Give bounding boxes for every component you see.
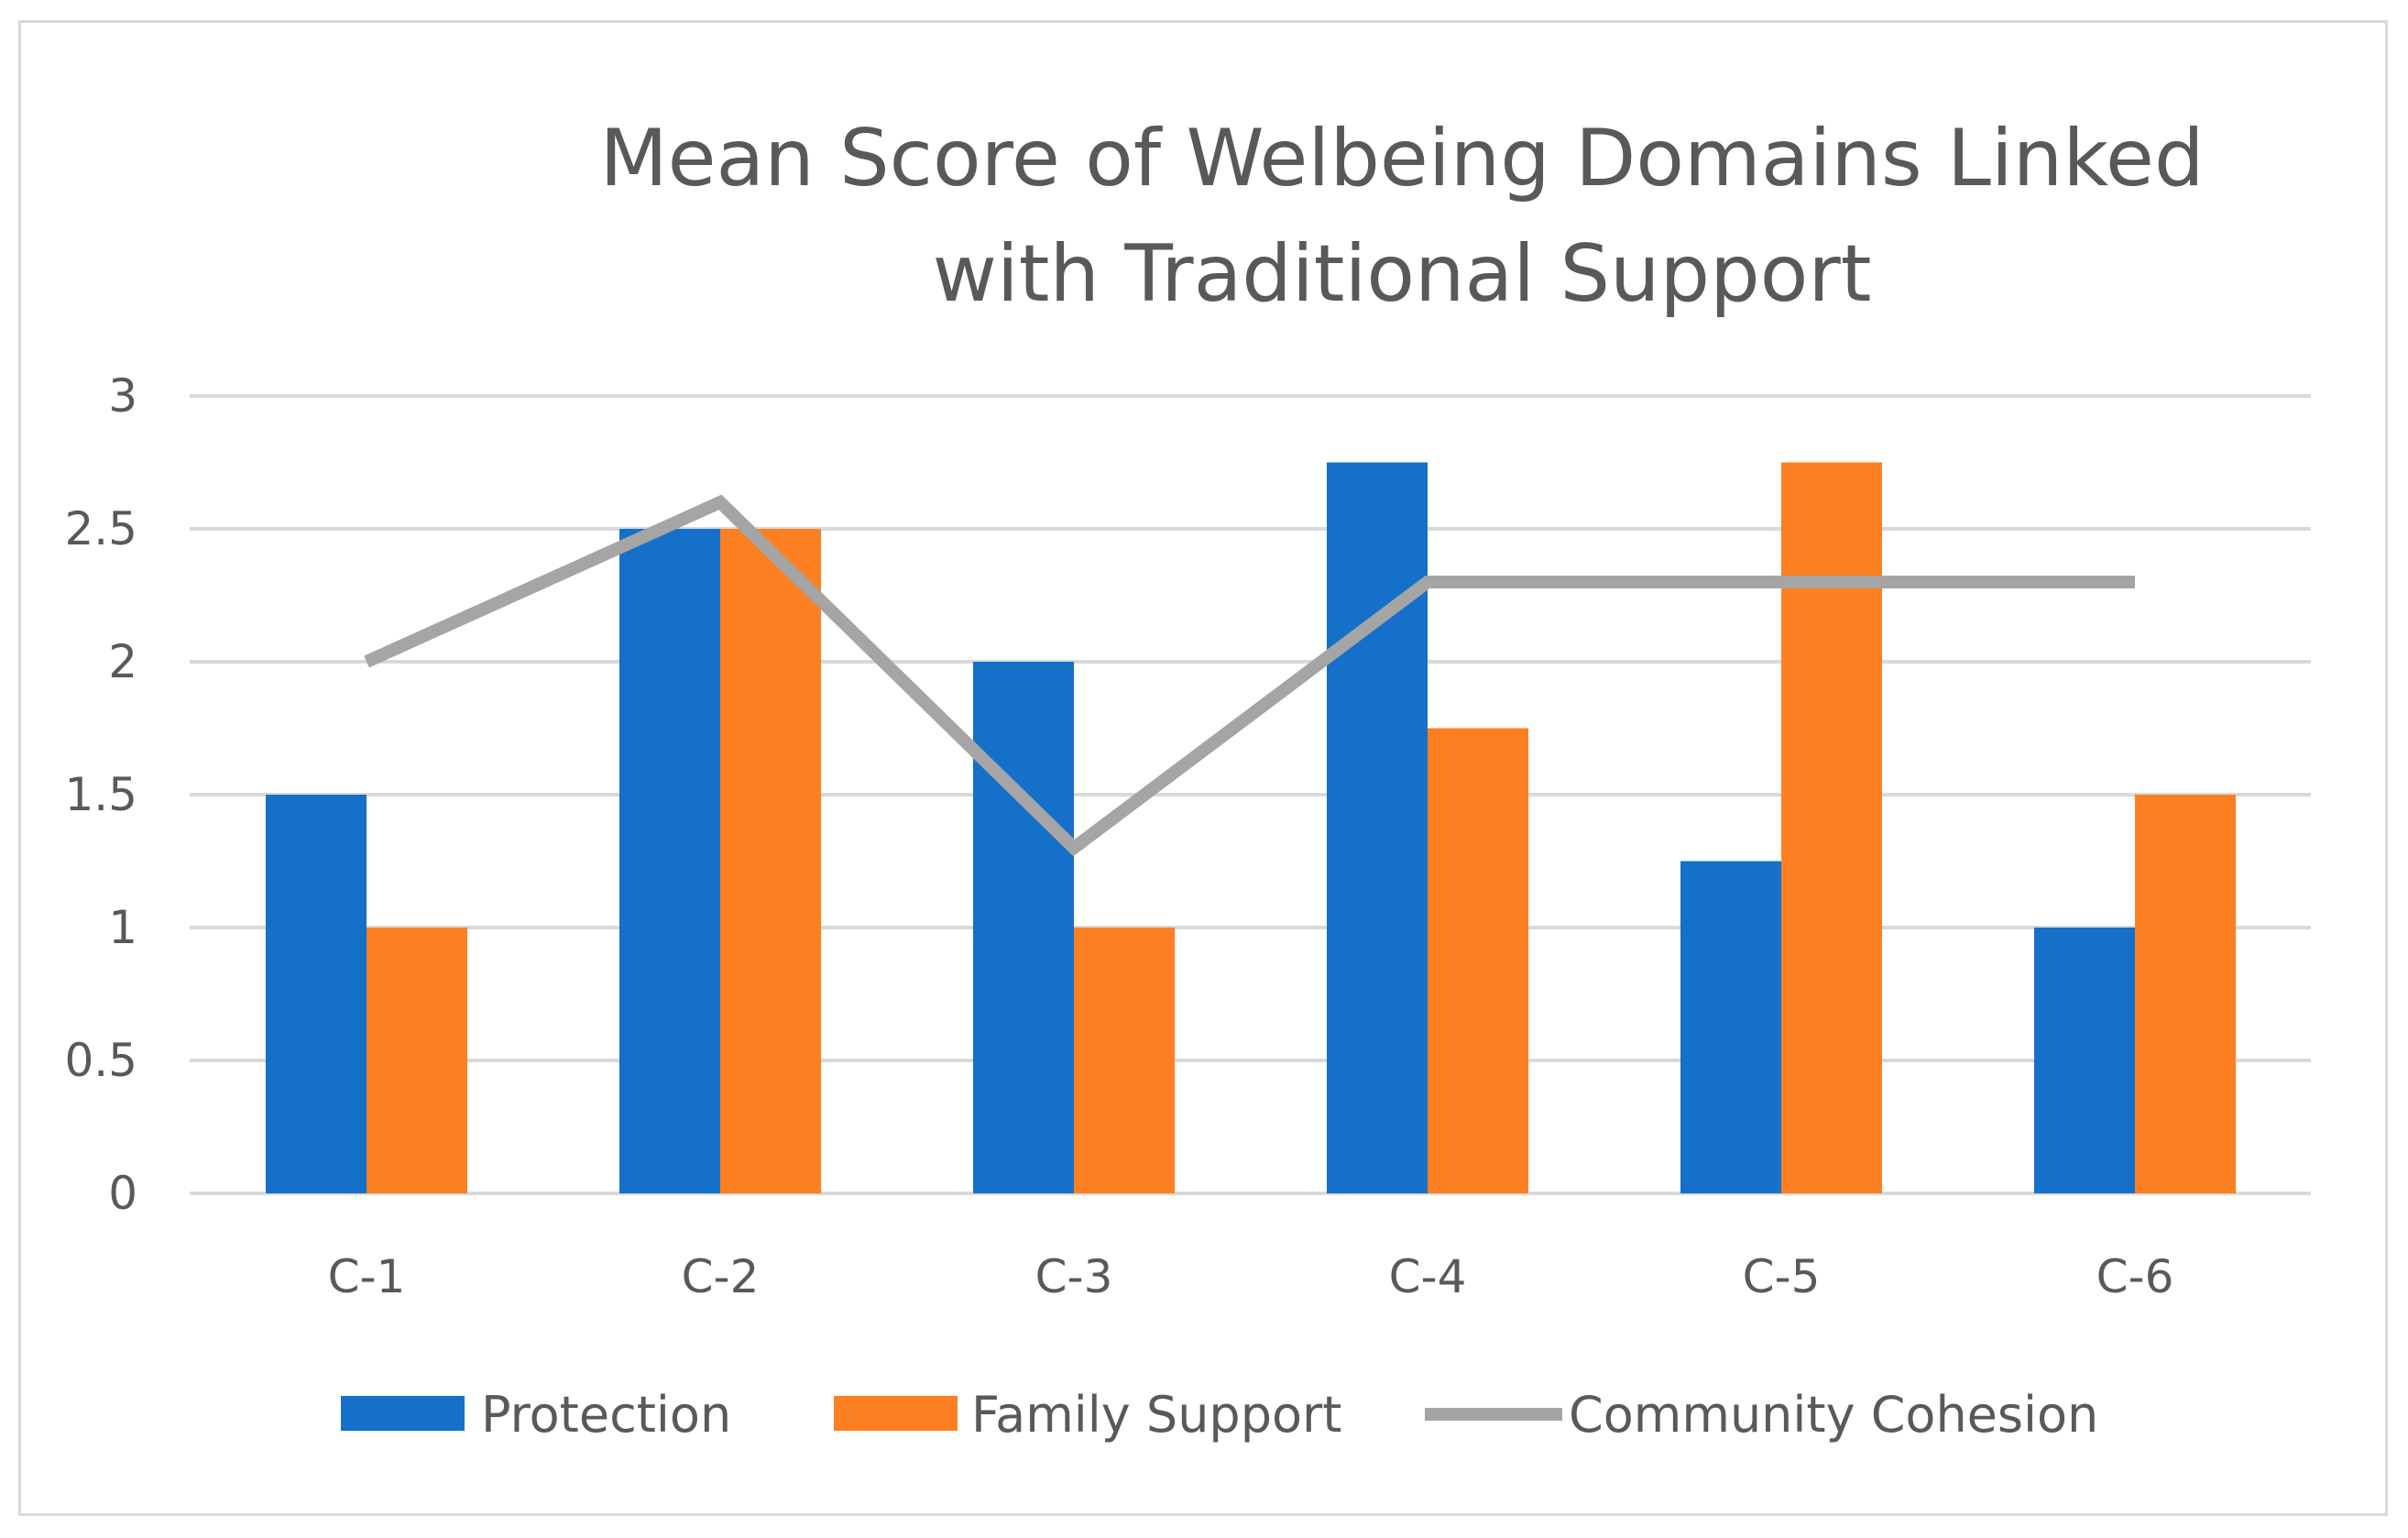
series-lines bbox=[364, 494, 2135, 857]
bar-protection bbox=[1327, 462, 1428, 1193]
bar-protection bbox=[1680, 861, 1781, 1193]
x-tick-label: C-2 bbox=[682, 1250, 760, 1303]
bar-family-support bbox=[2135, 795, 2236, 1193]
bar-protection bbox=[266, 795, 367, 1193]
chart-title: Mean Score of Welbeing Domains Linked wi… bbox=[599, 113, 2205, 320]
y-tick-label: 3 bbox=[108, 369, 137, 423]
bar-protection bbox=[973, 662, 1074, 1193]
bar-family-support bbox=[1428, 728, 1528, 1193]
bar-family-support bbox=[1781, 462, 1882, 1193]
y-tick-label: 0.5 bbox=[64, 1034, 137, 1087]
bar-family-support bbox=[1074, 928, 1175, 1193]
y-axis-ticks: 0 0.5 1 1.5 2 2.5 3 bbox=[64, 369, 137, 1220]
y-tick-label: 0 bbox=[108, 1167, 137, 1220]
bars bbox=[266, 462, 2236, 1193]
y-tick-label: 2.5 bbox=[64, 502, 137, 555]
legend-label: Protection bbox=[481, 1386, 731, 1444]
bar-protection bbox=[619, 529, 720, 1193]
bar-family-support bbox=[367, 928, 467, 1193]
y-tick-label: 2 bbox=[108, 635, 137, 688]
x-tick-label: C-6 bbox=[2096, 1250, 2174, 1303]
legend-swatch bbox=[341, 1396, 465, 1431]
y-tick-label: 1 bbox=[108, 901, 137, 954]
x-tick-label: C-4 bbox=[1389, 1250, 1467, 1303]
bar-family-support bbox=[720, 529, 821, 1193]
bar-protection bbox=[2034, 928, 2135, 1193]
legend-swatch bbox=[834, 1396, 958, 1431]
x-tick-label: C-1 bbox=[328, 1250, 406, 1303]
x-tick-label: C-3 bbox=[1035, 1250, 1113, 1303]
line-community-cohesion bbox=[364, 494, 2135, 857]
y-tick-label: 1.5 bbox=[64, 768, 137, 821]
legend: Protection Family Support Community Cohesi… bbox=[341, 1386, 2098, 1444]
x-axis-ticks: C-1 C-2 C-3 C-4 C-5 C-6 bbox=[328, 1250, 2174, 1303]
gridlines bbox=[190, 394, 2311, 1195]
x-tick-label: C-5 bbox=[1743, 1250, 1821, 1303]
legend-label: Family Support bbox=[971, 1386, 1341, 1444]
legend-label: Community Cohesion bbox=[1569, 1386, 2098, 1444]
chart-frame bbox=[18, 20, 2388, 1516]
